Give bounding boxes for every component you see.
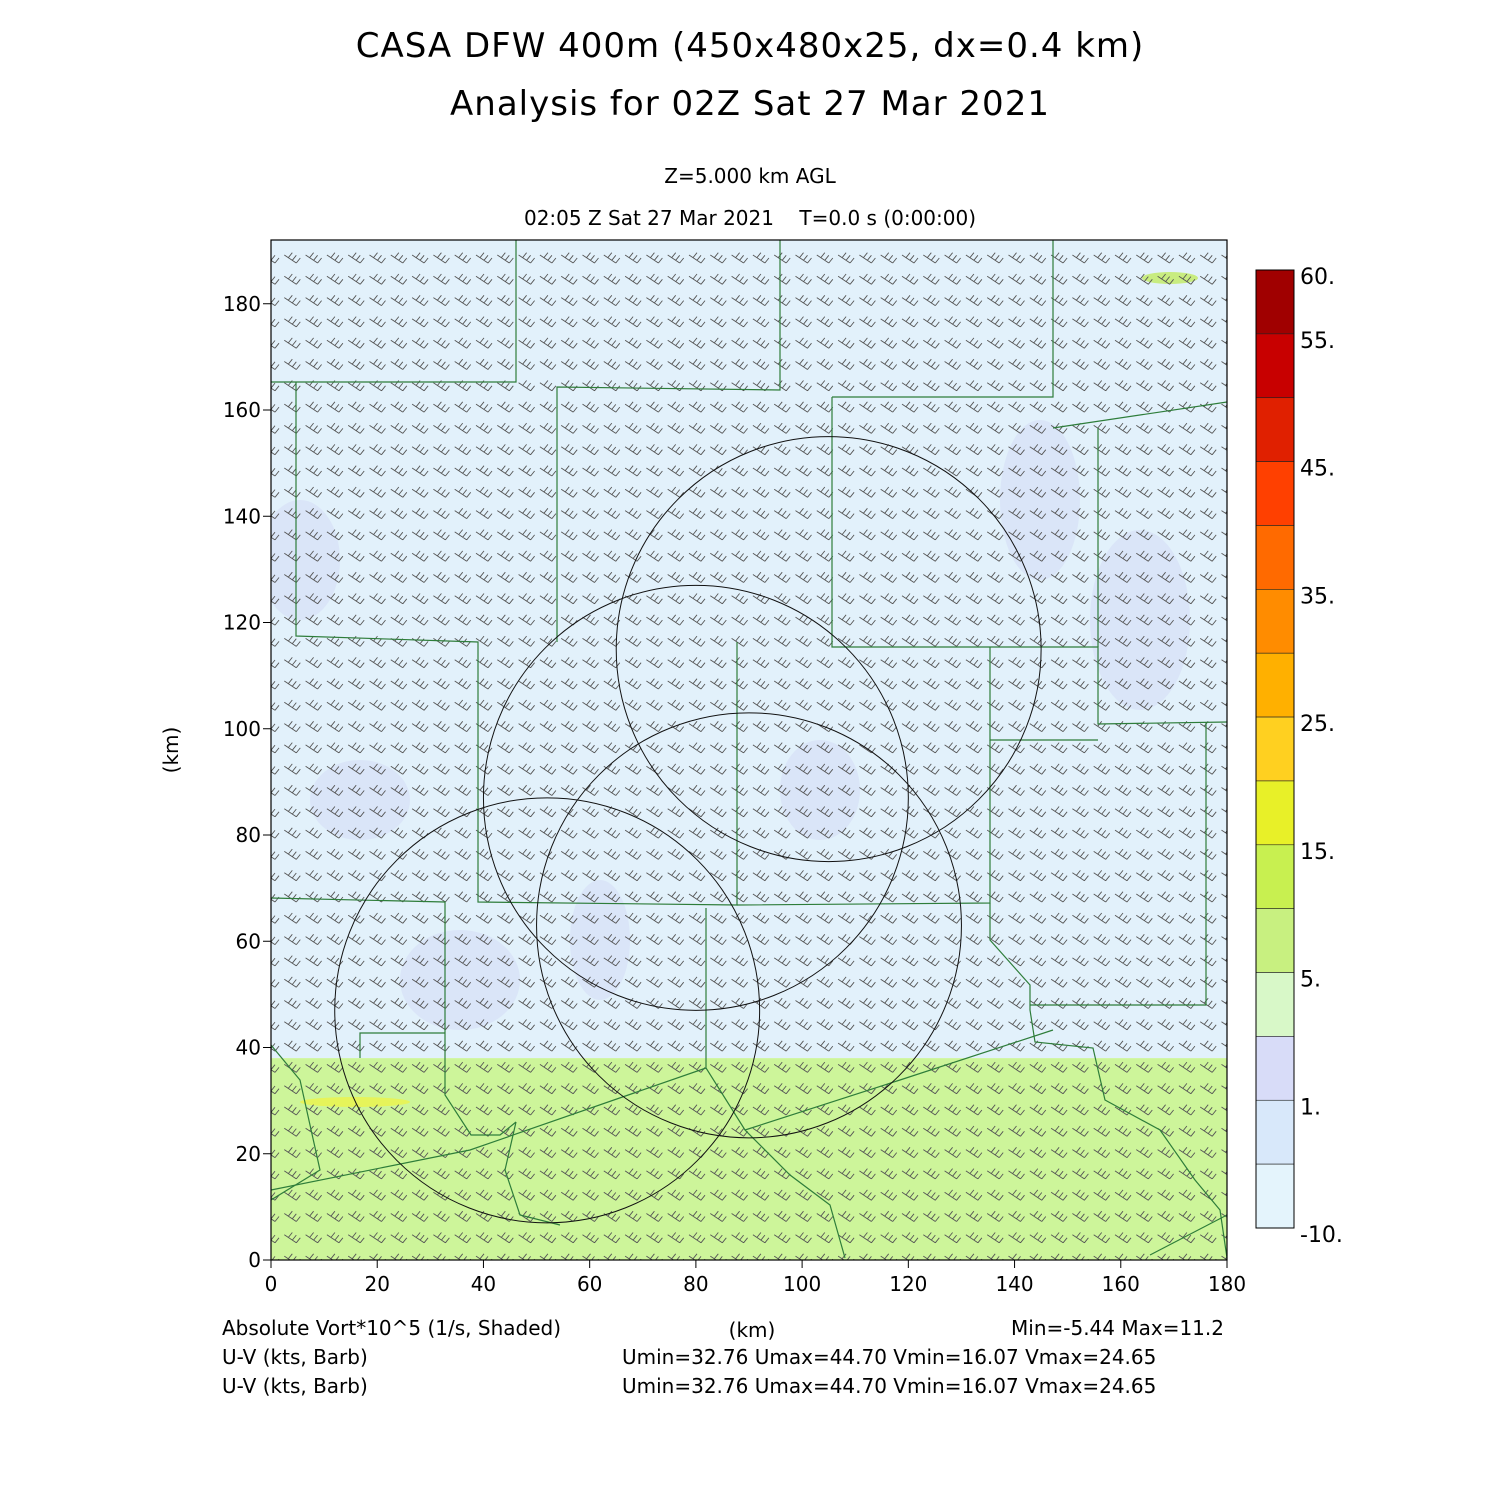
time-label: 02:05 Z Sat 27 Mar 2021 T=0.0 s (0:00:00… — [523, 206, 977, 230]
vorticity-field — [271, 240, 1227, 1260]
y-axis-label: (km) — [159, 727, 183, 774]
colorbar-swatch — [1255, 525, 1295, 590]
colorbar-label: 55. — [1300, 329, 1335, 354]
colorbar-swatch — [1255, 589, 1295, 654]
field-patch — [271, 500, 340, 620]
x-axis: 0 20 40 60 80 100 120 140 160 180 — [265, 1260, 1246, 1296]
y-axis: 0 20 40 60 80 100 120 140 160 180 — [223, 292, 271, 1272]
y-tick-label: 100 — [223, 717, 261, 741]
y-tick-label: 20 — [236, 1142, 261, 1166]
colorbar-label: 25. — [1300, 712, 1335, 737]
x-tick-label: 20 — [364, 1272, 389, 1296]
x-axis-label: (km) — [729, 1318, 776, 1342]
level-label: Z=5.000 km AGL — [664, 164, 836, 188]
wind-label-1: U-V (kts, Barb) — [222, 1345, 368, 1369]
colorbar-swatch — [1255, 972, 1295, 1037]
range-ring — [615, 436, 1042, 863]
x-tick-label: 0 — [265, 1272, 278, 1296]
y-tick-label: 160 — [223, 398, 261, 422]
x-tick-label: 160 — [1102, 1272, 1140, 1296]
colorbar-swatch — [1255, 844, 1295, 909]
field-high-region — [271, 1058, 1227, 1260]
colorbar-label: -10. — [1300, 1223, 1343, 1248]
field-patch — [570, 880, 630, 1000]
field-label: Absolute Vort*10^5 (1/s, Shaded) — [222, 1316, 562, 1340]
colorbar-swatch — [1255, 397, 1295, 462]
colorbar-swatch — [1255, 1163, 1295, 1229]
wind-barbs — [271, 252, 1227, 1260]
colorbar-swatch — [1255, 780, 1295, 846]
y-tick-label: 140 — [223, 504, 261, 528]
y-tick-label: 80 — [236, 823, 261, 847]
y-tick-label: 0 — [248, 1248, 261, 1272]
y-tick-label: 120 — [223, 611, 261, 635]
field-patch — [1142, 272, 1198, 284]
range-ring — [482, 584, 909, 1011]
colorbar-swatch — [1255, 908, 1295, 973]
colorbar-label: 15. — [1300, 840, 1335, 865]
chart-subtitle: Analysis for 02Z Sat 27 Mar 2021 — [450, 84, 1050, 124]
y-tick-label: 180 — [223, 292, 261, 316]
colorbar-label: 45. — [1300, 457, 1335, 482]
colorbar-label: 1. — [1300, 1095, 1321, 1120]
colorbar-swatch — [1255, 333, 1295, 399]
colorbar-swatch — [1255, 461, 1295, 526]
range-ring — [536, 712, 962, 1139]
y-tick-label: 40 — [236, 1036, 261, 1060]
wind-stats-2: Umin=32.76 Umax=44.70 Vmin=16.07 Vmax=24… — [622, 1374, 1157, 1398]
colorbar-swatch — [1255, 1036, 1295, 1101]
colorbar-swatch — [1255, 269, 1295, 335]
colorbar: 60. 55. 45. 35. 25. 15. 5. 1. -10. — [1255, 265, 1343, 1248]
colorbar-swatch — [1255, 1099, 1295, 1165]
colorbar-frame — [1255, 269, 1295, 1229]
x-tick-label: 120 — [889, 1272, 927, 1296]
colorbar-label: 35. — [1300, 584, 1335, 609]
x-tick-label: 80 — [683, 1272, 708, 1296]
range-ring — [334, 797, 761, 1224]
colorbar-swatch — [1255, 716, 1295, 782]
chart-title: CASA DFW 400m (450x480x25, dx=0.4 km) — [355, 26, 1145, 66]
colorbar-label: 60. — [1300, 265, 1335, 290]
colorbar-label: 5. — [1300, 968, 1321, 993]
y-tick-label: 60 — [236, 929, 261, 953]
field-low-region — [271, 240, 1227, 1059]
x-tick-label: 140 — [995, 1272, 1033, 1296]
county-boundaries — [271, 240, 1227, 1259]
x-tick-label: 60 — [577, 1272, 602, 1296]
x-tick-label: 180 — [1208, 1272, 1246, 1296]
wind-label-2: U-V (kts, Barb) — [222, 1374, 368, 1398]
barb-path — [271, 252, 1227, 1260]
field-patch — [310, 760, 410, 840]
colorbar-swatch — [1255, 652, 1295, 718]
plot-frame — [270, 239, 1228, 1261]
x-tick-label: 40 — [471, 1272, 496, 1296]
wind-stats-1: Umin=32.76 Umax=44.70 Vmin=16.07 Vmax=24… — [622, 1345, 1157, 1369]
min-max-label: Min=-5.44 Max=11.2 — [1011, 1316, 1224, 1340]
x-tick-label: 100 — [783, 1272, 821, 1296]
radar-range-rings — [334, 436, 1042, 1224]
